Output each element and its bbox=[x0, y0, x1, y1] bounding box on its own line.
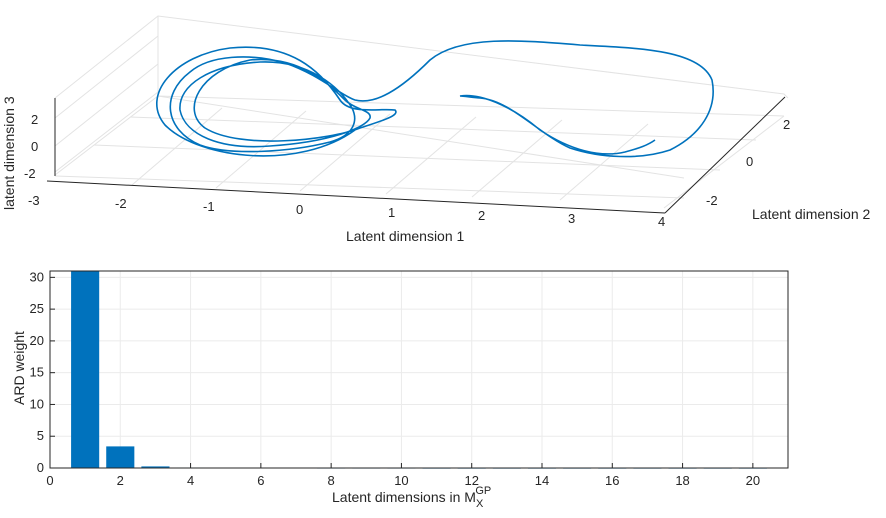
plot-frame bbox=[49, 270, 789, 469]
bar-x-tick-label: 2 bbox=[117, 473, 124, 488]
bar-x-tick-label: 10 bbox=[394, 473, 408, 488]
bar-y-tick-label: 20 bbox=[30, 333, 44, 348]
x-tick-label: -2 bbox=[115, 196, 127, 211]
bar-y-tick-label: 10 bbox=[30, 396, 44, 411]
bar-x-tick-label: 6 bbox=[257, 473, 264, 488]
bar bbox=[71, 271, 100, 468]
z-axis-label: latent dimension 3 bbox=[1, 96, 17, 210]
bar-y-tick-label: 25 bbox=[30, 301, 44, 316]
bars bbox=[71, 271, 767, 469]
3d-axes bbox=[46, 96, 786, 214]
3d-box-grid bbox=[54, 15, 789, 209]
bar-y-tick-label: 30 bbox=[30, 269, 44, 284]
bar-y-tick-labels: 0 5 10 15 20 25 30 bbox=[30, 269, 44, 475]
y-axis-label: Latent dimension 2 bbox=[752, 206, 871, 222]
z-tick-labels: -2 0 2 bbox=[24, 112, 38, 181]
bar-y-tick-label: 5 bbox=[37, 428, 44, 443]
x-tick-label: 1 bbox=[388, 205, 395, 220]
z-tick-label: 0 bbox=[31, 139, 38, 154]
x-tick-label: -1 bbox=[203, 199, 215, 214]
bar-x-tick-label: 14 bbox=[535, 473, 549, 488]
bar-x-tick-label: 20 bbox=[746, 473, 760, 488]
bar-x-axis-label-sup: GP bbox=[475, 485, 491, 497]
x-tick-label: 2 bbox=[478, 208, 485, 223]
x-tick-labels: -3 -2 -1 0 1 2 3 4 bbox=[28, 193, 665, 229]
trajectory-3d-plot: -3 -2 -1 0 1 2 3 4 -2 0 2 -2 0 2 Latent … bbox=[1, 15, 871, 244]
y-tick-labels: -2 0 2 bbox=[706, 117, 790, 208]
bar-x-tick-label: 8 bbox=[328, 473, 335, 488]
y-tick-label: -2 bbox=[706, 193, 718, 208]
x-tick-label: -3 bbox=[28, 193, 40, 208]
x-tick-label: 3 bbox=[568, 211, 575, 226]
bar-y-tick-label: 15 bbox=[30, 365, 44, 380]
y-tick-label: 0 bbox=[746, 154, 753, 169]
bar bbox=[141, 466, 170, 468]
bar-x-tick-label: 4 bbox=[187, 473, 194, 488]
x-tick-label: 4 bbox=[658, 214, 665, 229]
x-tick-label: 0 bbox=[296, 202, 303, 217]
z-tick-label: 2 bbox=[31, 112, 38, 127]
bar-x-tick-label: 16 bbox=[605, 473, 619, 488]
bar-grid bbox=[49, 271, 788, 469]
ard-bar-chart: 0 2 4 6 8 10 12 14 16 18 20 0 5 10 15 20 25 30 Latent di… bbox=[11, 269, 789, 510]
bar-x-tick-label: 18 bbox=[675, 473, 689, 488]
bar-x-tick-label: 0 bbox=[46, 473, 53, 488]
bar-x-tick-labels: 0 2 4 6 8 10 12 14 16 18 20 bbox=[46, 473, 760, 488]
bar-x-axis-label-main: Latent dimensions in M bbox=[332, 489, 476, 505]
bar bbox=[106, 446, 135, 468]
trajectory-line bbox=[155, 40, 714, 158]
bar-x-tick-label: 12 bbox=[464, 473, 478, 488]
bar-y-axis-label: ARD weight bbox=[11, 331, 27, 405]
bar-y-tick-label: 0 bbox=[37, 460, 44, 475]
x-axis-label: Latent dimension 1 bbox=[346, 228, 465, 244]
bar-x-axis-label: Latent dimensions in MXGP bbox=[332, 485, 491, 510]
bar-x-axis-label-sub: X bbox=[476, 498, 484, 510]
y-tick-label: 2 bbox=[783, 117, 790, 132]
z-tick-label: -2 bbox=[24, 166, 36, 181]
